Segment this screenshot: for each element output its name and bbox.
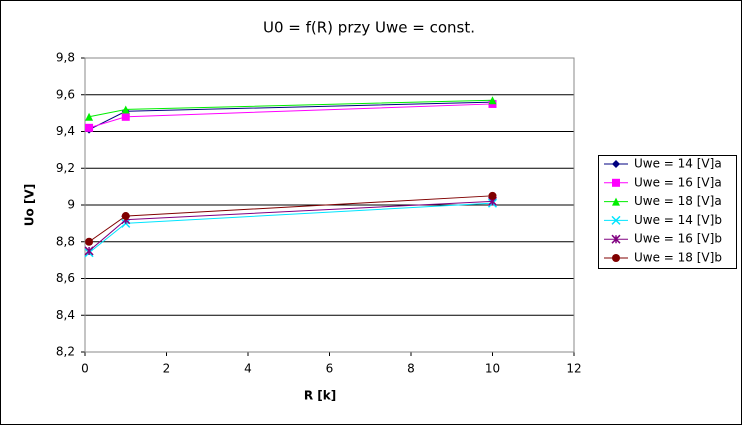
x-tick-label: 8	[407, 362, 415, 376]
marker	[121, 212, 130, 221]
marker	[121, 105, 130, 114]
legend-marker	[612, 178, 620, 187]
legend-label: Uwe = 16 [V]b	[634, 232, 722, 246]
legend-marker	[612, 160, 620, 168]
legend-marker	[611, 215, 621, 225]
marker	[488, 96, 497, 105]
x-tick-label: 2	[163, 362, 171, 376]
legend-label: Uwe = 18 [V]a	[634, 194, 722, 208]
marker	[121, 112, 130, 121]
legend-box	[598, 155, 737, 269]
marker	[85, 112, 94, 121]
y-tick-label: 9,6	[56, 87, 75, 101]
marker	[85, 123, 94, 132]
legend-label: Uwe = 16 [V]a	[634, 175, 722, 189]
legend-label: Uwe = 14 [V]b	[634, 213, 722, 227]
marker	[85, 237, 94, 246]
chart-title: U0 = f(R) przy Uwe = const.	[263, 19, 475, 37]
x-tick-label: 6	[326, 362, 334, 376]
legend-marker	[612, 254, 620, 262]
plot-border	[84, 57, 575, 353]
x-tick-label: 0	[81, 362, 89, 376]
y-tick-label: 9	[67, 198, 75, 212]
marker	[84, 246, 94, 256]
y-tick-label: 9,2	[56, 161, 75, 175]
legend-marker	[612, 197, 620, 206]
x-tick-label: 10	[485, 362, 500, 376]
y-tick-label: 8,4	[56, 308, 75, 322]
legend-label: Uwe = 18 [V]b	[634, 251, 722, 265]
x-axis-label: R [k]	[304, 389, 336, 403]
marker	[488, 191, 497, 200]
y-tick-label: 9,4	[56, 124, 75, 138]
x-tick-label: 4	[244, 362, 252, 376]
y-tick-label: 8,2	[56, 345, 75, 359]
y-tick-label: 8,8	[56, 234, 75, 248]
legend-label: Uwe = 14 [V]a	[634, 157, 722, 171]
y-axis-label: Uo [V]	[23, 184, 37, 226]
y-tick-label: 8,6	[56, 271, 75, 285]
legend-marker	[611, 234, 621, 244]
x-tick-label: 12	[566, 362, 581, 376]
y-tick-label: 9,8	[56, 51, 75, 65]
